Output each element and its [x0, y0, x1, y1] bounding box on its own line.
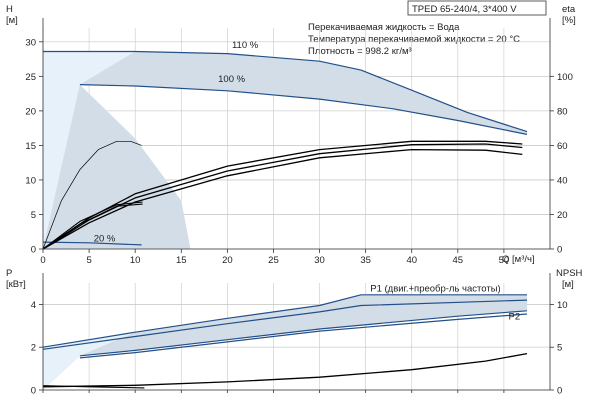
y2-tick-label: 60: [557, 141, 568, 152]
x-tick-label: 0: [40, 255, 45, 266]
y-tick-label: 15: [25, 141, 36, 152]
y2-tick-label: 0: [557, 386, 562, 397]
y2-tick-label: 10: [557, 300, 568, 311]
series-line-speed-2: [42, 241, 142, 246]
curve-label-1: P2: [509, 311, 521, 322]
series-line-system-low-7: [42, 203, 143, 250]
y2-tick-label: 40: [557, 175, 568, 186]
top-y2-axis-title: eta: [562, 4, 576, 15]
x-tick-label: 45: [453, 255, 464, 266]
series-line-speed-0: [43, 50, 528, 133]
y2-tick-label: 5: [557, 343, 562, 354]
y-tick-label: 30: [25, 37, 36, 48]
operating-envelope-light: [43, 51, 136, 249]
x-tick-label: 20: [222, 255, 233, 266]
y-tick-label: 4: [31, 300, 36, 311]
y-tick-label: 25: [25, 72, 36, 83]
top-y2-axis-unit: [%]: [562, 15, 576, 26]
x-tick-label: 25: [268, 255, 279, 266]
density-annotation: Плотность = 998.2 кг/м³: [308, 46, 412, 57]
series-line-speed-0: [42, 294, 527, 348]
series-line-system-low-6: [42, 201, 143, 250]
curve-label-1: 100 %: [218, 74, 245, 85]
x-tick-label: 30: [314, 255, 325, 266]
x-tick-label: 15: [176, 255, 187, 266]
x-tick-label: 5: [86, 255, 91, 266]
y2-tick-label: 20: [557, 210, 568, 221]
series-line-speed-1: [79, 84, 528, 135]
series-line-eta-8: [42, 140, 142, 250]
x-tick-label: 35: [360, 255, 371, 266]
x-tick-label: 40: [406, 255, 417, 266]
y-tick-label: 10: [25, 175, 36, 186]
series-line-speed-1: [42, 299, 528, 350]
top-y-axis-title: H: [6, 4, 13, 15]
top-y-axis-unit: [м]: [6, 15, 18, 26]
liquid-annotation: Перекачиваемая жидкость = Вода: [308, 22, 460, 33]
y2-tick-label: 0: [557, 245, 562, 256]
head-efficiency-panel: 110 % 100 % 20 % 0 5 10 15 20 25 30 0 20 40 60 80 100 0 5…: [25, 18, 573, 266]
y-tick-label: 0: [31, 245, 36, 256]
bottom-y2-axis-title: NPSH: [556, 268, 583, 279]
y-tick-label: 0: [31, 386, 36, 397]
operating-envelope: [43, 51, 527, 249]
curve-label-0: P1 (двиг.+преобр-ль частоты): [370, 284, 500, 295]
curve-label-0: 110 %: [232, 40, 259, 51]
power-npsh-panel: P1 (двиг.+преобр-ль частоты) P2 0 2 4 0 5 10: [31, 273, 568, 397]
x-tick-label: 50: [499, 255, 510, 266]
series-line-speed-2: [79, 310, 528, 357]
y-tick-label: 20: [25, 106, 36, 117]
series-line-system-4: [42, 352, 528, 388]
model-label: TPED 65-240/4, 3*400 V: [407, 0, 547, 16]
x-tick-label: 10: [130, 255, 141, 266]
curve-label-2: 20 %: [94, 233, 116, 244]
y2-tick-label: 100: [557, 72, 573, 83]
top-x-axis-title: Q [м³/ч]: [502, 254, 535, 265]
y2-tick-label: 80: [557, 106, 568, 117]
bottom-y-axis-unit: [кВт]: [6, 279, 26, 290]
bottom-y2-axis-unit: [м]: [562, 279, 574, 290]
series-line-speed-3: [79, 313, 528, 359]
series-line-system-5: [42, 148, 523, 250]
model-label-text: TPED 65-240/4, 3*400 V: [412, 4, 517, 15]
y-tick-label: 2: [31, 343, 36, 354]
temperature-annotation: Температура перекачиваемой жидкости = 20…: [308, 34, 520, 45]
operating-envelope: [43, 294, 527, 390]
series-line-system-low-5: [42, 385, 145, 389]
y-tick-label: 5: [31, 210, 36, 221]
bottom-y-axis-title: P: [6, 268, 12, 279]
